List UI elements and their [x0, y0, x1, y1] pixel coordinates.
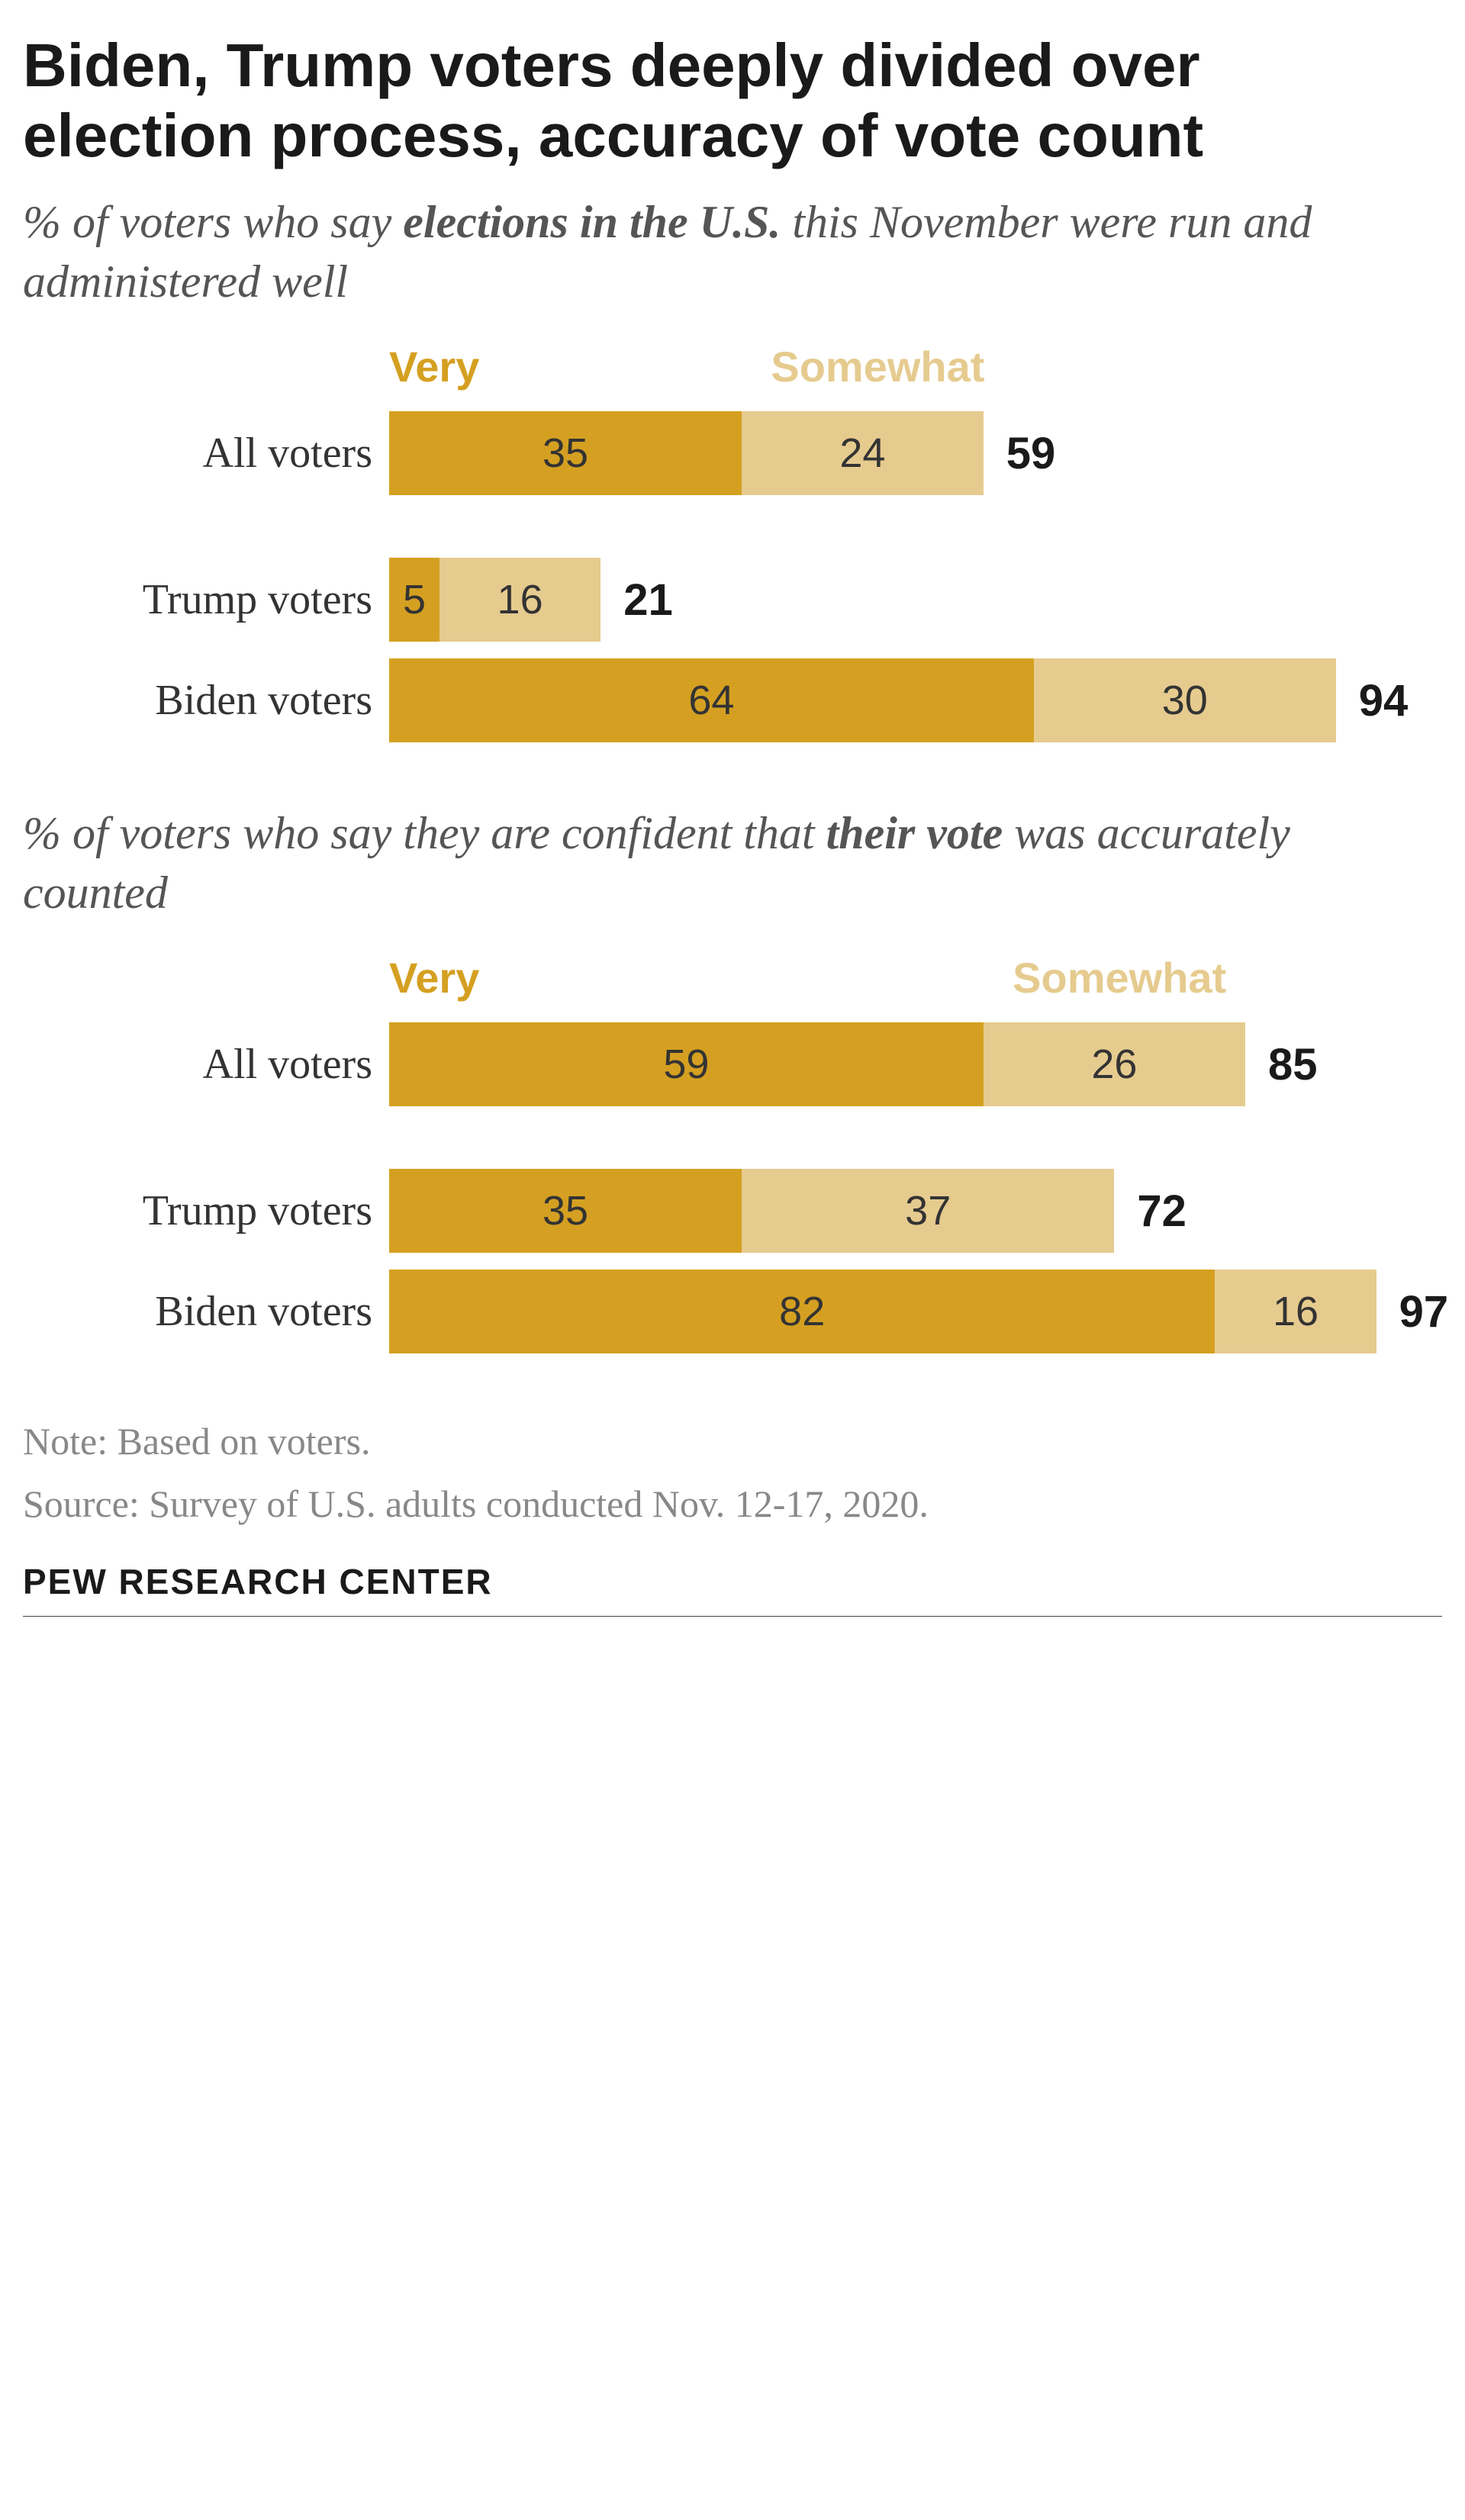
row-total: 97: [1399, 1286, 1449, 1337]
segment-very: 59: [389, 1022, 984, 1106]
legend-2: Very Somewhat: [23, 953, 1442, 1003]
bar-row: All voters5926 85: [23, 1022, 1442, 1106]
chart-title: Biden, Trump voters deeply divided over …: [23, 31, 1442, 171]
subtitle-1: % of voters who say elections in the U.S…: [23, 192, 1442, 311]
subtitle-1-bold: elections in the U.S.: [403, 197, 781, 247]
bar-track: 3537: [389, 1169, 1114, 1253]
bar-track: 516: [389, 558, 600, 642]
segment-somewhat: 16: [440, 558, 600, 642]
bar-row: Trump voters516 21: [23, 558, 1442, 642]
legend-very: Very: [389, 342, 479, 391]
legend-somewhat: Somewhat: [771, 342, 984, 391]
bar-row: Trump voters3537 72: [23, 1169, 1442, 1253]
row-spacer: [23, 512, 1442, 558]
segment-somewhat: 26: [984, 1022, 1245, 1106]
segment-somewhat: 30: [1034, 658, 1336, 742]
row-label: Trump voters: [23, 575, 389, 624]
segment-somewhat: 24: [742, 411, 984, 495]
bar-row: All voters3524 59: [23, 411, 1442, 495]
chart-1-bars: All voters3524 59 Trump voters516 21 Biden v…: [23, 411, 1442, 742]
bar-track: 6430: [389, 658, 1336, 742]
brand-text: PEW RESEARCH CENTER: [23, 1561, 1442, 1602]
row-total: 94: [1359, 675, 1409, 726]
row-total: 72: [1137, 1186, 1186, 1237]
segment-very: 64: [389, 658, 1034, 742]
source-text: Source: Survey of U.S. adults conducted …: [23, 1477, 1442, 1530]
segment-very: 35: [389, 411, 742, 495]
legend-1: Very Somewhat: [23, 342, 1442, 391]
subtitle-2-bold: their vote: [826, 808, 1003, 858]
subtitle-2: % of voters who say they are confident t…: [23, 803, 1442, 922]
chart-2-bars: All voters5926 85 Trump voters3537 72 Biden …: [23, 1022, 1442, 1353]
row-label: All voters: [23, 429, 389, 478]
row-total: 59: [1006, 428, 1056, 479]
row-total: 85: [1268, 1039, 1318, 1090]
legend-very-2: Very: [389, 953, 479, 1003]
row-label: Biden voters: [23, 676, 389, 725]
bar-track: 8216: [389, 1270, 1376, 1353]
bar-track: 3524: [389, 411, 984, 495]
chart-container: Biden, Trump voters deeply divided over …: [23, 31, 1442, 1617]
segment-very: 5: [389, 558, 440, 642]
row-label: Biden voters: [23, 1287, 389, 1336]
row-total: 21: [623, 574, 673, 626]
subtitle-1-pre: % of voters who say: [23, 197, 403, 247]
row-label: All voters: [23, 1040, 389, 1089]
bar-row: Biden voters6430 94: [23, 658, 1442, 742]
segment-very: 82: [389, 1270, 1215, 1353]
note-text: Note: Based on voters.: [23, 1414, 1442, 1468]
footer-divider: [23, 1616, 1442, 1617]
legend-somewhat-2: Somewhat: [1013, 953, 1226, 1003]
segment-somewhat: 16: [1215, 1270, 1376, 1353]
bar-row: Biden voters821697: [23, 1270, 1442, 1353]
row-label: Trump voters: [23, 1186, 389, 1235]
segment-very: 35: [389, 1169, 742, 1253]
subtitle-2-pre: % of voters who say they are confident t…: [23, 808, 826, 858]
bar-track: 5926: [389, 1022, 1245, 1106]
segment-somewhat: 37: [742, 1169, 1114, 1253]
row-spacer: [23, 1123, 1442, 1169]
